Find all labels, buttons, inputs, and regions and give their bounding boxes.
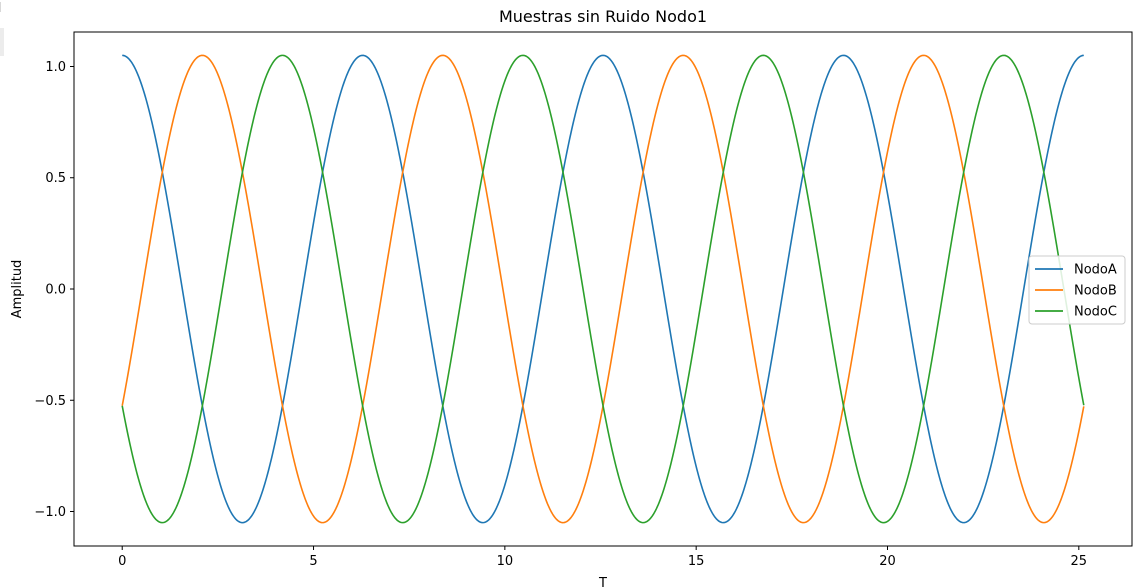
series-line-nodoa	[122, 54, 1084, 524]
x-tick-label: 25	[1071, 554, 1088, 569]
axes-frame	[73, 31, 1133, 547]
x-axis-label: T	[598, 576, 607, 588]
series-line-nodoc	[121, 54, 1085, 524]
y-tick-label: −1.0	[34, 505, 66, 520]
chart-title: Muestras sin Ruido Nodo1	[499, 7, 707, 26]
y-tick-label: −0.5	[34, 394, 66, 409]
axes-layer: 0 5 10 15 20 25 −1.0 −0.5 0.0 0.5 1.0	[34, 31, 1133, 569]
y-axis-label: Amplitud	[10, 260, 25, 319]
x-tick-label: 0	[118, 554, 126, 569]
x-tick-label: 10	[497, 554, 514, 569]
x-tick-label: 5	[309, 554, 317, 569]
legend-label-nodoa: NodoA	[1074, 263, 1117, 278]
window-corner-mark	[0, 2, 5, 12]
legend-label-nodoc: NodoC	[1074, 305, 1117, 320]
y-tick-label: 0.5	[45, 171, 66, 186]
legend-label-nodob: NodoB	[1074, 284, 1117, 299]
x-tick-label: 20	[879, 554, 896, 569]
series-layer	[121, 54, 1085, 524]
legend-box	[1028, 255, 1126, 325]
series-line-nodob	[121, 54, 1085, 524]
x-tick-label: 15	[688, 554, 705, 569]
legend: NodoA NodoB NodoC	[1028, 255, 1126, 325]
window-side-tab	[0, 28, 4, 56]
y-tick-label: 0.0	[45, 283, 66, 298]
y-tick-label: 1.0	[45, 60, 66, 75]
